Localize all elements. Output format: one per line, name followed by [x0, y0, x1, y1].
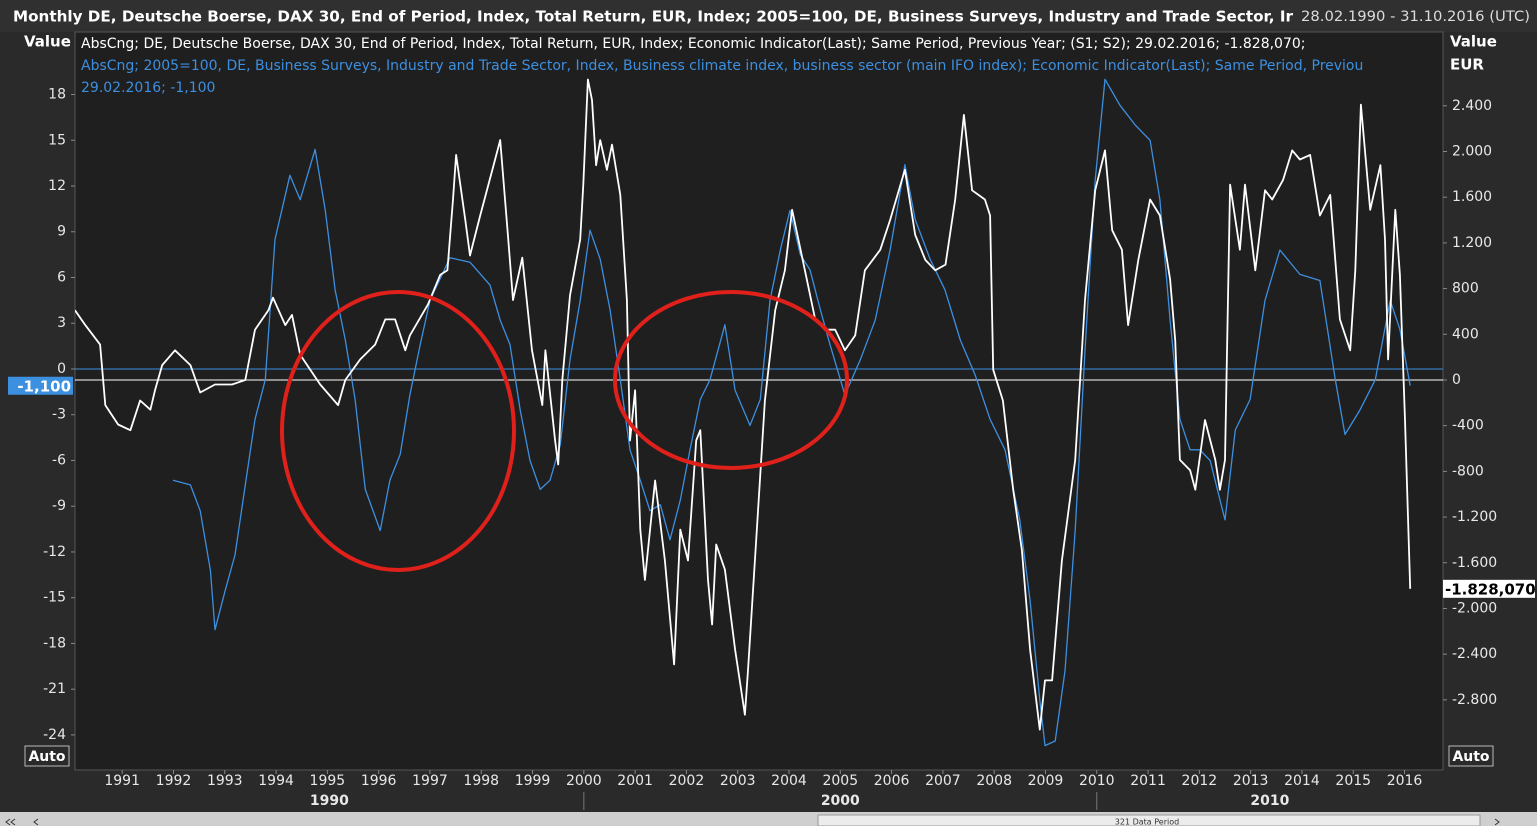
x-tick-label: 2011 — [1130, 773, 1166, 789]
y-tick-label: -18 — [43, 635, 66, 651]
y-tick-label: -21 — [43, 681, 66, 697]
scrollbar-label: 321 Data Period — [1115, 818, 1179, 826]
button-frame[interactable] — [24, 745, 70, 767]
x-group-label: 2010 — [1250, 793, 1289, 809]
title-bar — [0, 0, 1537, 32]
y-tick-label: 18 — [48, 87, 66, 103]
y2-tick-label: -2.800 — [1452, 692, 1497, 708]
y2-tick-label: -1.600 — [1452, 555, 1497, 571]
y2-tick-label: 1.600 — [1452, 189, 1492, 205]
x-tick-label: 1991 — [104, 773, 140, 789]
last-value-box — [1443, 579, 1535, 598]
plot-layer — [75, 78, 1443, 747]
x-tick-label: 1992 — [156, 773, 192, 789]
autoscale-button[interactable]: Auto — [1452, 749, 1489, 765]
x-tick-label: 1994 — [258, 773, 294, 789]
scrollbar[interactable]: 321 Data Period — [0, 812, 1537, 826]
x-tick-label: 2009 — [1028, 773, 1064, 789]
y-tick-label: -6 — [52, 452, 66, 468]
x-tick-label: 2003 — [720, 773, 756, 789]
series-line — [172, 78, 1411, 747]
x-tick-label: 2001 — [617, 773, 653, 789]
y-tick-label: 12 — [48, 178, 66, 194]
x-tick-label: 2006 — [874, 773, 910, 789]
y-tick-label: -3 — [52, 407, 66, 423]
highlight-ellipse — [613, 290, 849, 470]
date-range: 28.02.1990 - 31.10.2016 (UTC) — [1301, 9, 1530, 25]
y2-tick-label: -2.400 — [1452, 646, 1497, 662]
last-value-label: -1.828,070 — [1445, 580, 1536, 598]
legend-entry: AbsCng; DE, Deutsche Boerse, DAX 30, End… — [81, 36, 1306, 52]
y-tick-label: -12 — [43, 544, 66, 560]
scroll-arrows[interactable] — [5, 818, 39, 826]
chart-title: Monthly DE, Deutsche Boerse, DAX 30, End… — [13, 8, 1294, 26]
y-tick-label: -15 — [43, 590, 66, 606]
highlight-ellipse — [280, 290, 516, 572]
autoscale-left[interactable]: Auto — [24, 745, 70, 767]
y2-tick-label: -2.000 — [1452, 600, 1497, 616]
x-tick-label: 2014 — [1284, 773, 1320, 789]
y2-axis-unit: EUR — [1450, 56, 1484, 74]
x-group-label: 2000 — [821, 793, 860, 809]
y2-tick-label: 0 — [1452, 372, 1461, 388]
y-tick-label: 0 — [57, 361, 66, 377]
last-value-marker: -1.828,070 — [1443, 579, 1536, 598]
y2-tick-label: -800 — [1452, 463, 1484, 479]
x-tick-label: 1993 — [207, 773, 243, 789]
button-frame[interactable] — [1448, 745, 1494, 767]
x-tick-label: 1999 — [515, 773, 551, 789]
annotations: AbsCng; DE, Deutsche Boerse, DAX 30, End… — [81, 36, 1363, 572]
y-tick-label: 9 — [57, 224, 66, 240]
x-tick-label: 2012 — [1182, 773, 1218, 789]
y-tick-label: 6 — [57, 269, 66, 285]
x-tick-label: 1996 — [361, 773, 397, 789]
x-tick-label: 2005 — [822, 773, 858, 789]
x-group-label: 1990 — [310, 793, 349, 809]
y-tick-label: 3 — [57, 315, 66, 331]
legend-suffix: 29.02.2016; -1,100 — [81, 80, 215, 96]
y-axis-label: Value — [24, 33, 71, 51]
y2-tick-label: 400 — [1452, 326, 1479, 342]
y2-tick-label: -400 — [1452, 418, 1484, 434]
y-tick-label: -9 — [52, 498, 66, 514]
scroll-thumb[interactable] — [817, 814, 1481, 826]
y2-tick-label: 1.200 — [1452, 235, 1492, 251]
x-tick-label: 1997 — [412, 773, 448, 789]
plot-area — [74, 31, 1444, 771]
y2-tick-label: 800 — [1452, 281, 1479, 297]
last-value-label: -1,100 — [17, 377, 71, 395]
last-value-marker: -1,100 — [8, 376, 73, 395]
x-tick-label: 2000 — [566, 773, 602, 789]
x-tick-label: 2008 — [976, 773, 1012, 789]
series-line — [75, 78, 1412, 731]
x-tick-label: 2007 — [925, 773, 961, 789]
y2-axis-label: Value — [1450, 33, 1497, 51]
x-tick-label: 2004 — [771, 773, 807, 789]
x-tick-label: 2002 — [669, 773, 705, 789]
x-tick-label: 2010 — [1079, 773, 1115, 789]
x-tick-label: 2015 — [1335, 773, 1371, 789]
x-tick-label: 2016 — [1387, 773, 1423, 789]
x-tick-label: 2013 — [1233, 773, 1269, 789]
x-tick-label: 1995 — [310, 773, 346, 789]
y2-tick-label: 2.400 — [1452, 98, 1492, 114]
last-value-box — [8, 376, 73, 395]
x-tick-label: 1998 — [463, 773, 499, 789]
autoscale-right[interactable]: Auto — [1448, 745, 1494, 767]
legend-entry: AbsCng; 2005=100, DE, Business Surveys, … — [81, 58, 1363, 74]
y-tick-label: -24 — [43, 727, 66, 743]
scroll-arrow[interactable] — [1494, 818, 1500, 826]
y2-tick-label: 2.000 — [1452, 143, 1492, 159]
autoscale-button[interactable]: Auto — [28, 749, 65, 765]
y2-tick-label: -1.200 — [1452, 509, 1497, 525]
y-tick-label: 15 — [48, 132, 66, 148]
